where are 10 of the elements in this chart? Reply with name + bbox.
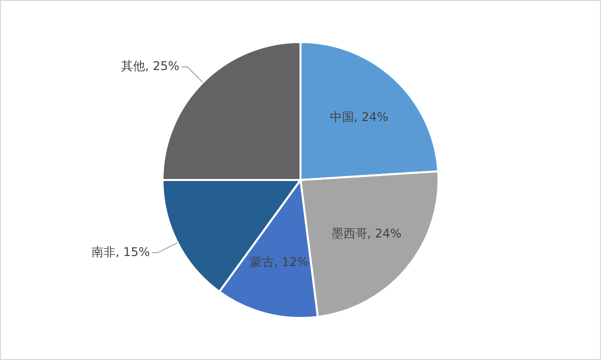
- data-label: , 24%: [354, 110, 388, 124]
- data-label: , 24%: [367, 226, 402, 241]
- data-label: , 12%: [274, 254, 308, 269]
- slice-label: 墨西哥: [331, 226, 368, 241]
- data-label: , 25%: [145, 58, 180, 73]
- slice-label: 其他: [121, 58, 146, 73]
- slice-label: 中国: [330, 110, 354, 124]
- slice-label: 蒙古: [250, 254, 274, 269]
- slice-label: 南非: [92, 244, 116, 259]
- data-label: , 15%: [116, 244, 150, 259]
